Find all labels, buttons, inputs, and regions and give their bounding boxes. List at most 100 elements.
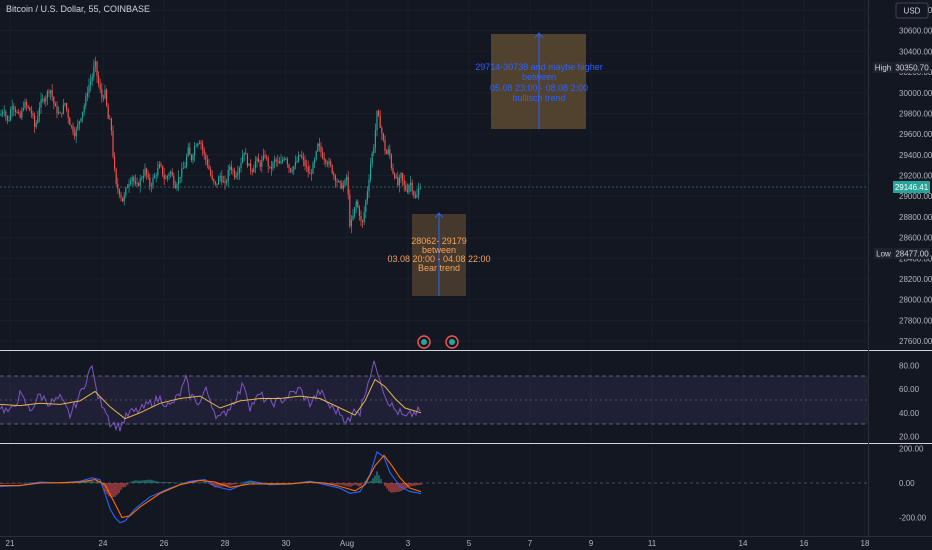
x-tick-label: 5 — [467, 539, 472, 548]
macd-hist-bar — [146, 479, 148, 483]
candle-body — [190, 154, 192, 161]
price-tick-label: 30400.00 — [899, 47, 932, 56]
candle-body — [307, 166, 309, 173]
macd-hist-bar — [290, 482, 292, 484]
bearish-annotation-line2: between — [422, 245, 456, 255]
candle-body — [53, 96, 55, 104]
candle-body — [366, 191, 368, 201]
event-badge-icon[interactable] — [445, 335, 459, 349]
candle-body — [418, 188, 420, 196]
candle-body — [266, 156, 268, 158]
x-tick-label: 16 — [800, 539, 809, 548]
macd-hist-bar — [398, 483, 400, 492]
macd-hist-bar — [196, 482, 198, 483]
candle-body — [118, 189, 120, 195]
candle-body — [98, 75, 100, 85]
high-value: 30350.70 — [895, 64, 929, 73]
candle-body — [171, 171, 173, 177]
candle-body — [363, 212, 365, 222]
candle-body — [406, 189, 408, 193]
candle-body — [250, 163, 252, 171]
candle-body — [350, 219, 352, 227]
rsi-line — [0, 360, 421, 432]
macd-hist-bar — [96, 481, 98, 483]
macd-hist-bar — [386, 483, 388, 489]
candle-body — [216, 183, 218, 185]
rsi-tick-label: 60.00 — [899, 385, 920, 394]
macd-hist-bar — [352, 483, 354, 486]
bullish-annotation-line3: 05.08 23:00 - 08.08 2:00 — [490, 83, 588, 93]
candle-body — [104, 89, 106, 99]
macd-hist-bar — [414, 483, 416, 486]
candle-body — [56, 106, 58, 114]
candle-body — [78, 121, 80, 125]
candle-body — [157, 168, 159, 176]
candle-body — [226, 180, 228, 183]
macd-hist-bar — [118, 483, 120, 494]
candle-body — [166, 175, 168, 179]
candle-body — [112, 130, 114, 157]
candle-body — [170, 171, 172, 174]
rsi-tick-label: 40.00 — [899, 409, 920, 418]
macd-hist-bar — [220, 483, 222, 487]
macd-hist-bar — [216, 483, 218, 488]
candle-body — [200, 142, 202, 144]
macd-hist-bar — [206, 482, 208, 484]
macd-hist-bar — [122, 483, 124, 488]
candle-body — [379, 116, 381, 128]
candle-body — [59, 112, 61, 114]
candle-body — [110, 118, 112, 131]
macd-hist-bar — [374, 475, 376, 483]
candle-body — [42, 98, 44, 100]
bearish-annotation-line1: 28062- 29179 — [411, 236, 467, 246]
candle-body — [101, 89, 103, 98]
candle-body — [403, 179, 405, 186]
macd-hist-bar — [312, 482, 314, 484]
candle-body — [173, 176, 175, 186]
candle-body — [72, 125, 74, 133]
macd-hist-bar — [410, 483, 412, 487]
candle-body — [114, 156, 116, 169]
candle-body — [322, 152, 324, 159]
candle-body — [54, 103, 56, 107]
candle-body — [8, 120, 10, 122]
candle-body — [130, 181, 132, 185]
candle-body — [6, 115, 8, 121]
candle-body — [22, 108, 24, 110]
candle-body — [374, 130, 376, 148]
candle-body — [280, 161, 282, 164]
macd-hist-bar — [412, 483, 414, 486]
candle-body — [336, 180, 338, 182]
candle-body — [139, 178, 141, 186]
time-scale[interactable]: 21 24 26 28 30 Aug 3 5 7 9 11 14 16 18 — [6, 539, 870, 548]
macd-hist-bar — [372, 478, 374, 483]
candle-body — [45, 98, 47, 102]
candle-body — [264, 155, 266, 157]
candle-body — [416, 195, 418, 198]
candle-body — [213, 179, 215, 182]
candle-body — [219, 175, 221, 178]
macd-hist-bar — [170, 482, 172, 483]
macd-hist-bar — [234, 483, 236, 485]
event-badge-icon[interactable] — [417, 335, 431, 349]
macd-hist-bar — [362, 483, 364, 484]
candle-body — [310, 173, 312, 175]
candle-body — [142, 175, 144, 179]
candle-body — [234, 170, 236, 178]
macd-hist-bar — [80, 482, 82, 483]
macd-hist-bar — [338, 483, 340, 485]
candle-body — [102, 97, 104, 99]
candle-body — [341, 182, 343, 189]
macd-hist-bar — [344, 483, 346, 486]
candle-body — [125, 188, 127, 196]
candle-body — [64, 103, 66, 106]
currency-button[interactable]: USD — [895, 2, 929, 19]
candle-body — [346, 176, 348, 180]
candle-body — [86, 93, 88, 97]
rsi-band-fill — [0, 376, 868, 424]
last-price-badge: 29146.41 — [893, 181, 930, 193]
bullish-annotation-line2: between — [522, 72, 556, 82]
candle-body — [306, 166, 308, 167]
price-tick-label: 27800.00 — [899, 316, 932, 325]
